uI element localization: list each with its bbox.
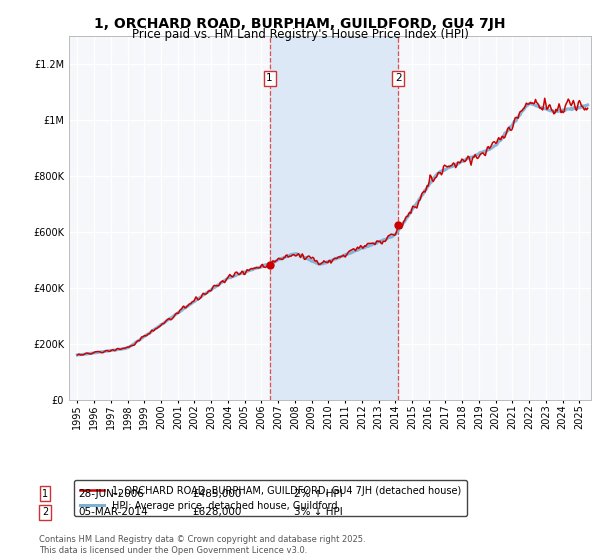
Text: 2% ↑ HPI: 2% ↑ HPI [294,489,343,499]
Text: 2: 2 [395,73,401,83]
Text: 1, ORCHARD ROAD, BURPHAM, GUILDFORD, GU4 7JH: 1, ORCHARD ROAD, BURPHAM, GUILDFORD, GU4… [94,17,506,31]
Text: 3% ↓ HPI: 3% ↓ HPI [294,507,343,517]
Text: £485,000: £485,000 [192,489,241,499]
Text: 2: 2 [42,507,48,517]
Text: Contains HM Land Registry data © Crown copyright and database right 2025.
This d: Contains HM Land Registry data © Crown c… [39,535,365,555]
Text: 28-JUN-2006: 28-JUN-2006 [78,489,144,499]
Text: 1: 1 [266,73,273,83]
Bar [269,36,398,400]
Text: £628,000: £628,000 [192,507,241,517]
Text: 05-MAR-2014: 05-MAR-2014 [78,507,148,517]
Legend: 1, ORCHARD ROAD, BURPHAM, GUILDFORD, GU4 7JH (detached house), HPI: Average pric: 1, ORCHARD ROAD, BURPHAM, GUILDFORD, GU4… [74,480,467,516]
Text: 1: 1 [42,489,48,499]
Text: Price paid vs. HM Land Registry's House Price Index (HPI): Price paid vs. HM Land Registry's House … [131,28,469,41]
